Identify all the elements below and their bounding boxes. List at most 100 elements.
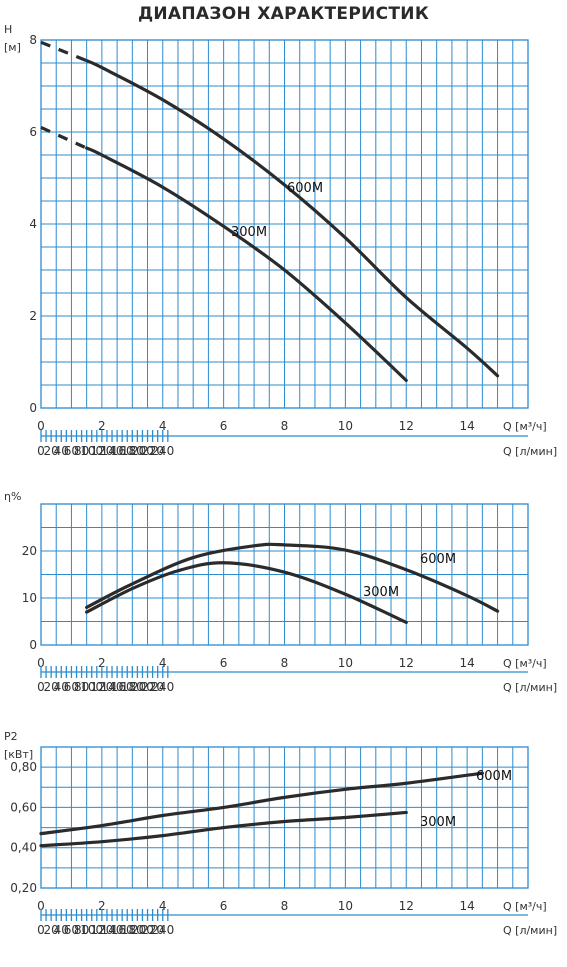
y-tick-label: 0 <box>29 401 37 415</box>
x2-tick-label: 220 <box>141 923 164 937</box>
x2-tick-label: 80 <box>74 444 89 458</box>
x-tick-label: 4 <box>159 656 167 670</box>
x-tick-label: 14 <box>459 656 474 670</box>
x-tick-label: 10 <box>338 899 353 913</box>
y-tick-label: 8 <box>29 33 37 47</box>
curve-300M <box>85 561 408 625</box>
x2-tick-label: 60 <box>64 923 79 937</box>
curve-600M <box>85 542 500 613</box>
series-label-600M: 600M <box>420 552 456 567</box>
x2-tick-label: 220 <box>141 680 164 694</box>
y-axis-unit: [м] <box>4 41 21 54</box>
x2-tick-label: 140 <box>101 444 124 458</box>
page-title: ДИАПАЗОН ХАРАКТЕРИСТИК <box>137 4 430 24</box>
x2-tick-label: 60 <box>64 680 79 694</box>
curve-600M <box>85 59 500 378</box>
x2-tick-label: 180 <box>121 923 144 937</box>
x-tick-label: 2 <box>98 419 106 433</box>
y-tick-label: 6 <box>29 125 37 139</box>
y-axis-label: H <box>4 23 12 36</box>
series-label-600M: 600M <box>287 181 323 196</box>
y-tick-label: 0,20 <box>10 881 37 895</box>
y-tick-label: 0 <box>29 638 37 652</box>
x2-tick-label: 120 <box>90 923 113 937</box>
x-tick-label: 10 <box>338 419 353 433</box>
y-tick-label: 0,60 <box>10 800 37 814</box>
x-tick-label: 12 <box>399 419 414 433</box>
x2-tick-label: 100 <box>80 923 103 937</box>
x2-tick-label: 120 <box>90 680 113 694</box>
x-tick-label: 0 <box>37 899 45 913</box>
x-tick-label: 12 <box>399 899 414 913</box>
x2-tick-label: 20 <box>44 680 59 694</box>
x2-tick-label: 160 <box>111 923 134 937</box>
x2-tick-label: 60 <box>64 444 79 458</box>
x-axis-label: Q [м³/ч] <box>503 900 547 913</box>
plot-frame <box>40 503 529 646</box>
x2-tick-label: 0 <box>37 444 45 458</box>
x2-tick-label: 80 <box>74 923 89 937</box>
x2-tick-label: 80 <box>74 680 89 694</box>
y-tick-label: 10 <box>22 591 37 605</box>
x2-tick-label: 0 <box>37 680 45 694</box>
x2-tick-label: 220 <box>141 444 164 458</box>
x2-tick-label: 240 <box>151 444 174 458</box>
x2-tick-label: 20 <box>44 444 59 458</box>
x2-tick-label: 180 <box>121 444 144 458</box>
x2-tick-label: 240 <box>151 923 174 937</box>
x2-tick-label: 200 <box>131 444 154 458</box>
curve-300M <box>39 810 408 848</box>
x-tick-label: 4 <box>159 419 167 433</box>
y-tick-label: 2 <box>29 309 37 323</box>
x-tick-label: 10 <box>338 656 353 670</box>
x2-tick-label: 20 <box>44 923 59 937</box>
x2-axis-label: Q [л/мин] <box>503 924 557 937</box>
x-tick-label: 4 <box>159 899 167 913</box>
x2-tick-label: 40 <box>54 923 69 937</box>
x2-tick-label: 140 <box>101 923 124 937</box>
plot-frame <box>40 39 529 409</box>
x-tick-label: 6 <box>220 899 228 913</box>
x2-tick-label: 240 <box>151 680 174 694</box>
x2-axis-label: Q [л/мин] <box>503 681 557 694</box>
x-tick-label: 14 <box>459 419 474 433</box>
x-tick-label: 14 <box>459 899 474 913</box>
x-tick-label: 8 <box>281 656 289 670</box>
x2-tick-label: 0 <box>37 923 45 937</box>
series-label-300M: 300M <box>420 815 456 830</box>
x2-tick-label: 100 <box>80 444 103 458</box>
x2-tick-label: 40 <box>54 680 69 694</box>
x2-tick-label: 120 <box>90 444 113 458</box>
y-tick-label: 20 <box>22 544 37 558</box>
x-axis-label: Q [м³/ч] <box>503 420 547 433</box>
x2-axis-label: Q [л/мин] <box>503 445 557 458</box>
x2-tick-label: 40 <box>54 444 69 458</box>
power-chart: P2 [кВт] 0,20 0,40 0,60 0,80 0 2 4 6 8 10 12 14 Q [м³/… <box>4 730 557 937</box>
x2-tick-label: 200 <box>131 923 154 937</box>
y-axis-label: P2 <box>4 730 18 743</box>
x2-tick-label: 160 <box>111 680 134 694</box>
y-axis-unit: [кВт] <box>4 748 33 761</box>
x-tick-label: 12 <box>399 656 414 670</box>
x-tick-label: 8 <box>281 419 289 433</box>
y-tick-label: 0,40 <box>10 841 37 855</box>
x-tick-label: 2 <box>98 656 106 670</box>
x-tick-label: 8 <box>281 899 289 913</box>
x2-tick-label: 160 <box>111 444 134 458</box>
x-tick-label: 6 <box>220 656 228 670</box>
curve-300M <box>85 146 408 382</box>
series-label-300M: 300M <box>363 585 399 600</box>
x2-tick-label: 180 <box>121 680 144 694</box>
x-tick-label: 0 <box>37 656 45 670</box>
x2-tick-label: 140 <box>101 680 124 694</box>
plot-frame <box>40 746 529 889</box>
curve-600M <box>39 771 484 836</box>
x-tick-label: 2 <box>98 899 106 913</box>
series-label-300M: 300M <box>231 225 267 240</box>
y-tick-label: 4 <box>29 217 37 231</box>
series-label-600M: 600M <box>476 769 512 784</box>
x-axis-label: Q [м³/ч] <box>503 657 547 670</box>
